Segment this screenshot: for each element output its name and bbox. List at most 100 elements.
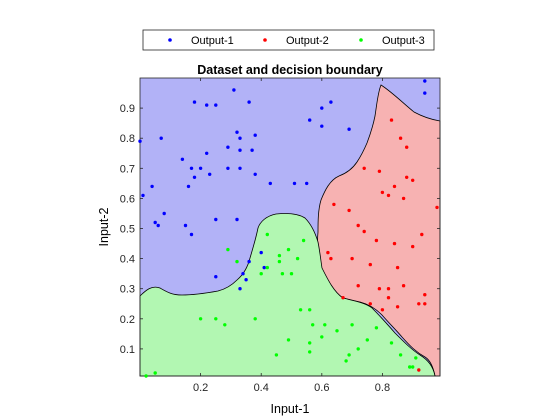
y-tick-label: 0.6	[120, 193, 135, 205]
legend-label-1: Output-1	[191, 35, 234, 47]
data-point-output-1	[141, 193, 145, 198]
data-point-output-3	[223, 323, 227, 327]
plot-area: 0.2 0.4 0.6 0.8 0.1 0.2 0.3 0.4 0.5 0.6 0.7 0.8 0.9	[120, 77, 441, 394]
data-point-output-1	[259, 250, 263, 255]
data-point-output-2	[395, 265, 400, 270]
data-point-output-3	[214, 317, 218, 321]
legend-marker-2	[263, 38, 267, 42]
data-point-output-2	[401, 196, 406, 201]
data-point-output-1	[214, 103, 218, 107]
data-point-output-3	[265, 265, 269, 270]
y-tick-label: 0.8	[120, 133, 135, 145]
y-tick-label: 0.1	[120, 344, 135, 356]
data-point-output-1	[153, 220, 157, 225]
data-point-output-1	[208, 172, 212, 176]
y-tick-label: 0.2	[120, 314, 135, 326]
data-point-output-1	[253, 133, 257, 137]
data-point-output-1	[305, 181, 309, 186]
decision-region-output-3	[139, 213, 436, 377]
data-point-output-1	[205, 103, 209, 107]
data-point-output-3	[344, 359, 348, 363]
data-point-output-1	[241, 272, 245, 276]
data-point-output-1	[268, 181, 272, 186]
data-point-output-3	[286, 338, 291, 342]
data-point-output-1	[329, 100, 333, 104]
legend-label-2: Output-2	[286, 35, 329, 47]
data-point-output-1	[180, 157, 185, 161]
data-point-output-2	[377, 169, 382, 173]
x-tick-label: 0.2	[193, 382, 208, 394]
legend[interactable]: Output-1 Output-2 Output-3	[142, 29, 435, 51]
data-point-output-3	[298, 308, 303, 312]
data-point-output-1	[159, 136, 163, 140]
data-point-output-3	[389, 341, 394, 345]
data-point-output-1	[183, 223, 188, 228]
legend-entry-1: Output-1	[168, 35, 234, 47]
data-point-output-3	[323, 323, 327, 327]
data-point-output-2	[386, 193, 391, 198]
data-point-output-1	[232, 88, 236, 92]
data-point-output-2	[356, 284, 360, 288]
data-point-output-3	[308, 350, 312, 354]
data-point-output-3	[277, 253, 282, 258]
data-point-output-2	[347, 208, 351, 213]
x-tick-label: 0.8	[375, 382, 390, 394]
data-point-output-1	[189, 166, 194, 170]
legend-label-3: Output-3	[382, 35, 425, 47]
data-point-output-2	[405, 145, 409, 149]
data-point-output-3	[289, 272, 294, 276]
data-point-output-3	[347, 353, 351, 357]
data-point-output-2	[329, 256, 333, 261]
data-point-output-1	[292, 181, 297, 186]
data-point-output-2	[386, 287, 391, 291]
data-point-output-1	[244, 278, 248, 282]
data-point-output-1	[192, 175, 197, 179]
data-point-output-1	[186, 184, 191, 189]
data-point-output-2	[392, 241, 397, 246]
data-point-output-1	[226, 166, 230, 170]
y-tick-label: 0.9	[120, 103, 135, 115]
data-point-output-3	[374, 326, 379, 330]
data-point-output-3	[408, 365, 412, 369]
legend-marker-3	[359, 38, 363, 42]
data-point-output-2	[368, 262, 372, 267]
y-tick-label: 0.3	[120, 284, 135, 296]
x-axis-label: Input-1	[271, 402, 310, 416]
data-point-output-1	[250, 148, 254, 152]
data-point-output-3	[265, 232, 269, 237]
data-point-output-2	[411, 178, 415, 182]
data-point-output-2	[380, 308, 385, 312]
data-point-output-2	[417, 302, 421, 306]
axis-ticks: 0.2 0.4 0.6 0.8 0.1 0.2 0.3 0.4 0.5 0.6 0.7 0.8 0.9	[120, 78, 440, 394]
data-point-output-3	[365, 338, 369, 342]
data-point-output-2	[386, 296, 391, 300]
data-point-output-2	[374, 238, 379, 243]
data-point-output-2	[423, 302, 427, 306]
data-point-output-1	[189, 232, 194, 237]
data-point-output-2	[362, 166, 366, 170]
legend-entry-3: Output-3	[359, 35, 425, 47]
data-point-output-3	[356, 347, 360, 351]
data-point-output-3	[411, 365, 415, 369]
data-point-output-2	[389, 118, 394, 122]
data-points	[138, 79, 439, 378]
data-point-output-1	[238, 136, 242, 140]
data-point-output-1	[320, 124, 324, 128]
data-point-output-2	[356, 223, 360, 228]
data-point-output-2	[411, 244, 415, 249]
data-point-output-3	[280, 272, 285, 276]
chart-title: Dataset and decision boundary	[197, 63, 383, 77]
data-point-output-2	[401, 284, 406, 288]
data-point-output-1	[320, 106, 324, 110]
data-point-output-3	[198, 317, 203, 321]
data-point-output-2	[362, 229, 366, 234]
data-point-output-1	[162, 211, 166, 216]
data-point-output-3	[398, 353, 403, 357]
data-point-output-2	[380, 190, 385, 195]
data-point-output-2	[377, 287, 382, 291]
data-point-output-2	[392, 184, 397, 189]
data-point-output-3	[320, 335, 324, 339]
data-point-output-2	[332, 202, 336, 207]
data-point-output-1	[198, 166, 203, 170]
